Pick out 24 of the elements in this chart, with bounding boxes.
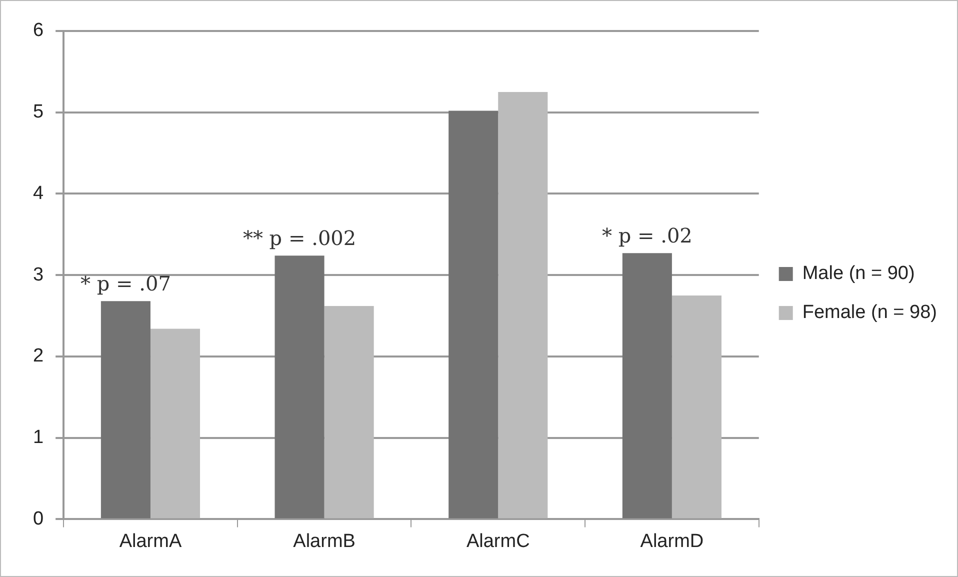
legend-label: Female (n = 98) bbox=[802, 302, 938, 324]
y-tick-label: 3 bbox=[32, 264, 44, 286]
y-tick-label: 1 bbox=[32, 427, 44, 448]
y-tick-label: 5 bbox=[32, 102, 44, 123]
bar bbox=[100, 301, 150, 518]
x-tick-label: AlarmB bbox=[293, 530, 356, 552]
bar bbox=[498, 92, 548, 518]
x-tick-label: AlarmA bbox=[119, 530, 182, 552]
legend-label: Male (n = 90) bbox=[802, 263, 915, 284]
x-tick-label: AlarmC bbox=[466, 530, 530, 552]
bar bbox=[448, 110, 498, 518]
y-tick-label: 6 bbox=[32, 20, 44, 42]
annotation: * p = .02 bbox=[602, 223, 692, 248]
bar bbox=[672, 295, 722, 518]
y-tick-label: 4 bbox=[32, 182, 44, 204]
bar bbox=[274, 256, 324, 518]
bar bbox=[324, 306, 374, 518]
y-tick-label: 2 bbox=[32, 346, 44, 367]
annotation: * p = .07 bbox=[80, 271, 171, 296]
y-tick-label: 0 bbox=[32, 508, 44, 530]
bar bbox=[622, 253, 672, 518]
x-tick-label: AlarmD bbox=[640, 530, 704, 552]
annotation: ** p = .002 bbox=[242, 226, 356, 250]
bar bbox=[150, 328, 200, 518]
